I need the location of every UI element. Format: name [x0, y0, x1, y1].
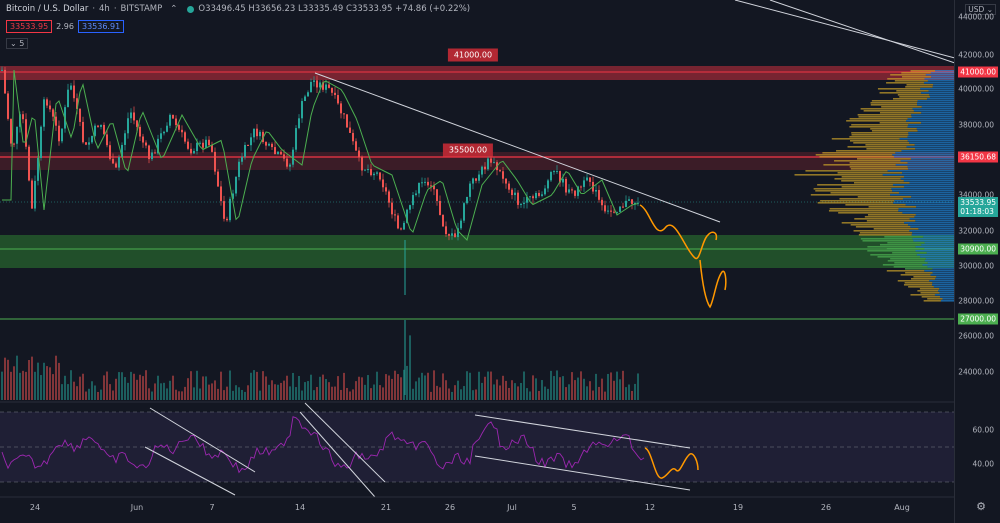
price-axis[interactable]: USD ⌄ 44000.00 42000.00 40000.00 38000.00 36…	[954, 0, 1000, 523]
rsi-channel-upper	[474, 414, 691, 449]
gear-icon[interactable]: ⚙	[976, 500, 986, 513]
chevron-down-icon: ⌄	[986, 5, 993, 14]
rsi-line	[1, 416, 645, 474]
price-label-41000: 41000.00	[958, 66, 998, 78]
price-tag-41000: 41000.00	[447, 48, 499, 62]
price-tick: 32000.00	[958, 226, 994, 236]
resistance-zone-41000	[0, 66, 955, 80]
rsi-tick-40: 40.00	[972, 459, 994, 469]
price-tick: 38000.00	[958, 120, 994, 130]
projection-path-2	[699, 259, 727, 309]
price-tick: 44000.00	[958, 12, 994, 22]
volume-bars	[1, 335, 639, 400]
price-label-30900: 30900.00	[958, 243, 998, 255]
channel-line-lower	[769, 0, 955, 64]
time-tick: 7	[209, 503, 215, 512]
time-tick: 14	[294, 503, 306, 512]
price-tick: 26000.00	[958, 331, 994, 341]
rsi-channel-lower	[474, 455, 691, 491]
rsi-tick-60: 60.00	[972, 425, 994, 435]
volume-profile	[794, 70, 955, 302]
rsi-trendline-2	[144, 446, 236, 496]
symbol-header: Bitcoin / U.S. Dollar · 4h · BITSTAMP ⌃ …	[6, 4, 471, 14]
time-tick: 24	[29, 503, 41, 512]
support-zone-30900	[0, 235, 955, 268]
time-tick: 26	[444, 503, 456, 512]
spread-value: 2.96	[56, 22, 74, 31]
time-tick: 5	[571, 503, 577, 512]
price-tick: 34000.00	[958, 190, 994, 200]
price-tick: 24000.00	[958, 367, 994, 377]
time-tick: 12	[644, 503, 656, 512]
candlesticks	[1, 66, 639, 395]
time-tick: 26	[820, 503, 832, 512]
moving-average-line	[2, 69, 639, 241]
price-tick: 42000.00	[958, 50, 994, 60]
interval-label[interactable]: 4h	[99, 4, 110, 14]
price-tag-35500: 35500.00	[442, 143, 494, 157]
exchange-label: BITSTAMP	[120, 4, 163, 14]
sell-button[interactable]: 33533.95	[6, 20, 53, 33]
rsi-trendline-1	[149, 407, 256, 473]
rsi-projection	[644, 447, 699, 479]
price-chart[interactable]	[0, 0, 955, 523]
last-price-label: 33533.95 01:18:03	[958, 197, 998, 217]
time-tick: 19	[732, 503, 744, 512]
chevron-down-icon: ⌄	[10, 39, 20, 48]
time-tick: Jun	[130, 503, 144, 512]
time-tick: 21	[380, 503, 392, 512]
time-tick: Aug	[894, 503, 910, 512]
rsi-trendline-3	[304, 402, 386, 483]
rsi-trendline-4	[299, 411, 376, 498]
chevron-up-icon[interactable]: ⌃	[170, 4, 178, 14]
indicators-toggle[interactable]: ⌄ 5	[6, 38, 29, 49]
price-label-27000: 27000.00	[958, 313, 998, 325]
currency-selector[interactable]: USD ⌄	[965, 4, 996, 15]
price-tick: 28000.00	[958, 296, 994, 306]
time-tick: Jul	[507, 503, 517, 512]
channel-line-upper	[734, 0, 955, 59]
trade-panel: 33533.95 2.96 33536.91	[6, 20, 125, 33]
descending-trendline	[314, 72, 721, 223]
price-label-36150: 36150.68	[958, 151, 998, 163]
projection-path-1	[639, 204, 718, 260]
price-tick: 30000.00	[958, 261, 994, 271]
ohlc-values: O33496.45 H33656.23 L33335.49 C33533.95 …	[198, 4, 471, 14]
price-tick: 40000.00	[958, 84, 994, 94]
countdown-label: 01:18:03	[960, 207, 994, 216]
buy-button[interactable]: 33536.91	[77, 20, 125, 33]
symbol-name[interactable]: Bitcoin / U.S. Dollar	[6, 4, 89, 14]
market-status-icon	[187, 5, 195, 13]
